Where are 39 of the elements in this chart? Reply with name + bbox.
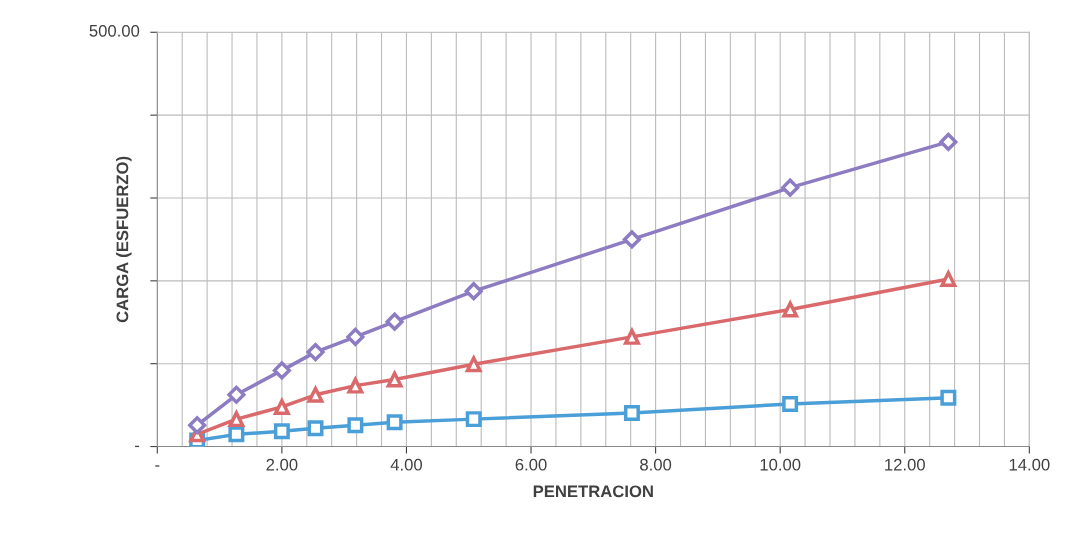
- point: [228, 411, 245, 428]
- point: [940, 389, 957, 406]
- point: [939, 132, 958, 152]
- x-tick-label: 8.00: [640, 458, 672, 471]
- x-axis-title: PENETRACION: [533, 485, 653, 498]
- point: [781, 178, 800, 197]
- text: -: [135, 445, 140, 448]
- point: [622, 230, 642, 249]
- point: [273, 398, 290, 415]
- point: [623, 405, 640, 422]
- point: [227, 385, 246, 404]
- point: [940, 271, 957, 287]
- x-tick-label: 10.00: [760, 458, 801, 471]
- point: [346, 375, 365, 394]
- point: [273, 423, 290, 440]
- point: [306, 343, 325, 362]
- x-tick-label: 12.00: [885, 458, 925, 471]
- point: [465, 411, 482, 428]
- point: [188, 416, 207, 435]
- point: [307, 420, 324, 437]
- y-axis-title: CARGA (ESFUERZO): [116, 156, 132, 323]
- point: [385, 312, 404, 331]
- point: [623, 328, 640, 345]
- point: [228, 426, 245, 443]
- point: [464, 282, 483, 301]
- x-tick-label: 2.00: [266, 458, 298, 471]
- point: [272, 361, 291, 380]
- point: [782, 395, 799, 412]
- point: [385, 369, 404, 388]
- point: [465, 356, 482, 373]
- point: [307, 386, 324, 403]
- point: [386, 414, 403, 431]
- point: [347, 417, 364, 434]
- point: [782, 301, 799, 318]
- x-tick-label: 6.00: [515, 458, 547, 471]
- text: 500.00: [89, 24, 140, 37]
- point: [346, 327, 365, 346]
- x-tick-label: 4.00: [390, 458, 423, 471]
- x-tick-label: 14.00: [1009, 458, 1050, 471]
